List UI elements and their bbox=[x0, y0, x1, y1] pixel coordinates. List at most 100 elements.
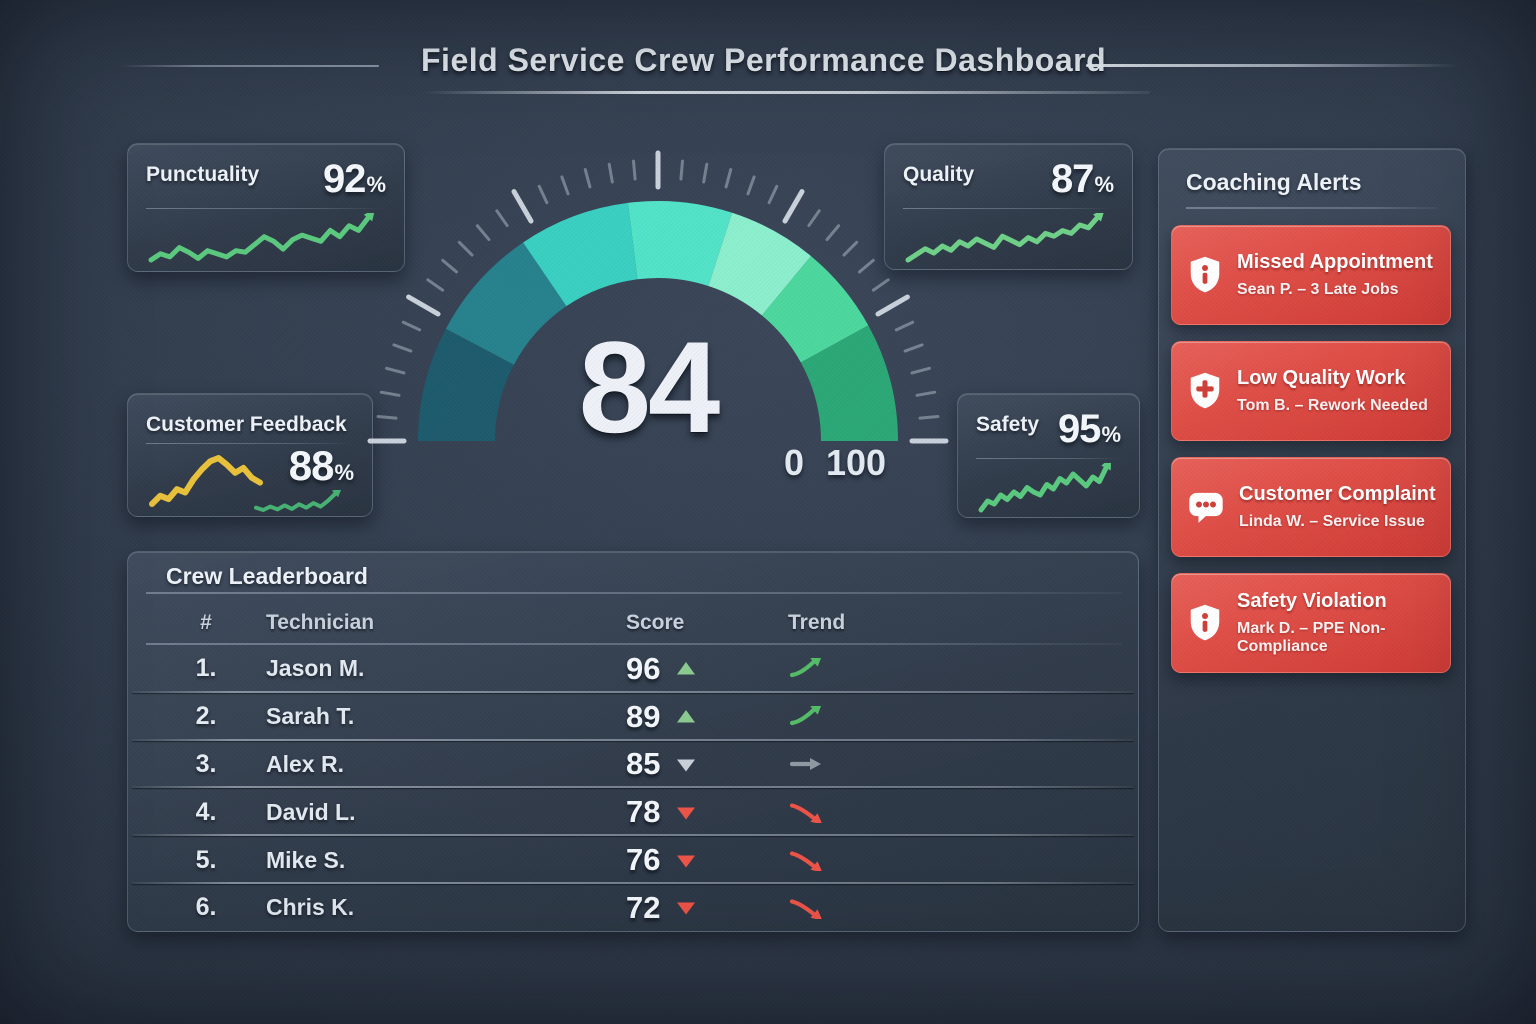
gauge-min-label: 0 bbox=[783, 442, 805, 483]
trend-up-icon bbox=[789, 705, 823, 725]
trend bbox=[788, 657, 1138, 680]
safety-value: 95% bbox=[1057, 407, 1121, 451]
trend-down-icon bbox=[789, 803, 823, 824]
leaderboard-row: 6. Chris K. 72 bbox=[128, 884, 1138, 932]
column-score: Score bbox=[626, 611, 685, 634]
technician-name: David L. bbox=[266, 798, 356, 825]
alert-texts: Missed Appointment Sean P. – 3 Late Jobs bbox=[1237, 251, 1433, 299]
trend bbox=[788, 801, 1138, 824]
alert-detail: Linda W. – Service Issue bbox=[1239, 513, 1425, 530]
leaderboard-rows: 1. Jason M. 96 2. Sarah T. 89 3. Alex R. 85 4.… bbox=[128, 645, 1138, 932]
gauge-max-label: 100 bbox=[825, 442, 887, 483]
leaderboard-row: 4. David L. 78 bbox=[128, 788, 1138, 836]
page-title: Field Service Crew Performance Dashboard bbox=[421, 42, 1107, 78]
alert-texts: Safety Violation Mark D. – PPE Non-Compli… bbox=[1237, 590, 1438, 656]
technician-name: Chris K. bbox=[266, 894, 355, 921]
leaderboard-row: 3. Alex R. 85 bbox=[128, 741, 1138, 789]
shield-cross-icon bbox=[1186, 370, 1224, 412]
quality-value: 87% bbox=[1050, 157, 1114, 201]
score: 76 bbox=[626, 842, 788, 878]
overall-score-gauge: 84 0 100 bbox=[358, 148, 958, 493]
alert-card[interactable]: Missed Appointment Sean P. – 3 Late Jobs bbox=[1171, 225, 1451, 325]
customer-feedback-mini-sparkline bbox=[254, 490, 343, 512]
score-delta-down-icon bbox=[677, 902, 696, 915]
rank: 6. bbox=[195, 893, 217, 922]
alert-texts: Customer Complaint Linda W. – Service Iss… bbox=[1239, 483, 1436, 531]
crew-leaderboard-panel: Crew Leaderboard # Technician Score Tren… bbox=[127, 551, 1139, 932]
trend-up-icon bbox=[789, 657, 823, 677]
trend bbox=[788, 849, 1138, 872]
card-divider bbox=[146, 443, 352, 444]
column-rank: # bbox=[200, 611, 212, 634]
rank: 2. bbox=[195, 702, 217, 731]
customer-feedback-label: Customer Feedback bbox=[146, 413, 347, 436]
technician-name: Alex R. bbox=[266, 750, 344, 777]
punctuality-sparkline bbox=[148, 208, 376, 263]
panel-divider bbox=[146, 643, 1122, 645]
shield-info-icon bbox=[1186, 602, 1224, 644]
trend bbox=[788, 753, 1138, 775]
leaderboard-row: 5. Mike S. 76 bbox=[128, 836, 1138, 884]
score-delta-down-icon bbox=[677, 759, 696, 772]
card-divider bbox=[146, 208, 384, 209]
header-rule-right bbox=[1086, 64, 1460, 67]
score: 72 bbox=[626, 890, 788, 926]
leaderboard-row: 1. Jason M. 96 bbox=[128, 645, 1138, 693]
panel-divider bbox=[1186, 207, 1439, 209]
alert-detail: Mark D. – PPE Non-Compliance bbox=[1237, 620, 1386, 655]
alert-card[interactable]: Customer Complaint Linda W. – Service Iss… bbox=[1171, 457, 1451, 557]
customer-feedback-value: 88% bbox=[288, 442, 354, 489]
trend bbox=[788, 705, 1138, 728]
rank: 5. bbox=[195, 845, 217, 874]
alert-card[interactable]: Safety Violation Mark D. – PPE Non-Compli… bbox=[1171, 573, 1451, 673]
score-delta-down-icon bbox=[677, 807, 696, 820]
safety-label: Safety bbox=[976, 413, 1040, 436]
quality-label: Quality bbox=[903, 163, 975, 186]
customer-feedback-sparkline bbox=[149, 455, 263, 507]
header-divider bbox=[423, 91, 1150, 94]
score: 96 bbox=[626, 651, 788, 687]
alert-list: Missed Appointment Sean P. – 3 Late Jobs L… bbox=[1171, 225, 1451, 673]
trend-flat-icon bbox=[789, 758, 821, 771]
kpi-card-punctuality: Punctuality 92% bbox=[127, 143, 405, 272]
alert-title: Low Quality Work bbox=[1237, 367, 1406, 389]
alert-title: Customer Complaint bbox=[1239, 483, 1436, 505]
rank: 4. bbox=[195, 797, 217, 826]
leaderboard-header: # Technician Score Trend bbox=[128, 604, 1138, 642]
technician-name: Mike S. bbox=[266, 846, 346, 873]
shield-info-icon bbox=[1186, 254, 1224, 296]
leaderboard-row: 2. Sarah T. 89 bbox=[128, 693, 1138, 741]
punctuality-label: Punctuality bbox=[146, 163, 260, 186]
score: 78 bbox=[626, 794, 788, 830]
kpi-card-safety: Safety 95% bbox=[957, 393, 1140, 518]
technician-name: Jason M. bbox=[266, 655, 365, 682]
alert-detail: Sean P. – 3 Late Jobs bbox=[1237, 281, 1399, 298]
score: 89 bbox=[626, 699, 788, 735]
alert-texts: Low Quality Work Tom B. – Rework Needed bbox=[1237, 367, 1428, 415]
panel-divider bbox=[146, 592, 1122, 594]
punctuality-value: 92% bbox=[322, 157, 386, 201]
safety-sparkline bbox=[978, 457, 1112, 513]
rank: 3. bbox=[195, 749, 217, 778]
trend-down-icon bbox=[789, 899, 823, 919]
technician-name: Sarah T. bbox=[266, 703, 355, 730]
gauge-arc bbox=[367, 150, 949, 444]
column-technician: Technician bbox=[266, 611, 375, 634]
coaching-alerts-panel: Coaching Alerts Missed Appointment Sean P… bbox=[1158, 148, 1466, 932]
score-delta-up-icon bbox=[677, 662, 696, 675]
quality-sparkline bbox=[905, 209, 1105, 263]
alert-card[interactable]: Low Quality Work Tom B. – Rework Needed bbox=[1171, 341, 1451, 441]
chat-bubble-icon bbox=[1186, 487, 1226, 527]
alert-title: Safety Violation bbox=[1237, 590, 1387, 612]
score-delta-up-icon bbox=[677, 710, 696, 723]
kpi-card-customer-feedback: Customer Feedback 88% bbox=[127, 393, 373, 517]
column-trend: Trend bbox=[788, 611, 846, 634]
card-divider bbox=[976, 458, 1119, 459]
card-divider bbox=[903, 208, 1112, 209]
coaching-alerts-title: Coaching Alerts bbox=[1186, 169, 1362, 195]
alert-title: Missed Appointment bbox=[1237, 251, 1433, 273]
trend-down-icon bbox=[789, 851, 823, 872]
leaderboard-title: Crew Leaderboard bbox=[166, 563, 368, 589]
score-delta-down-icon bbox=[677, 855, 696, 868]
